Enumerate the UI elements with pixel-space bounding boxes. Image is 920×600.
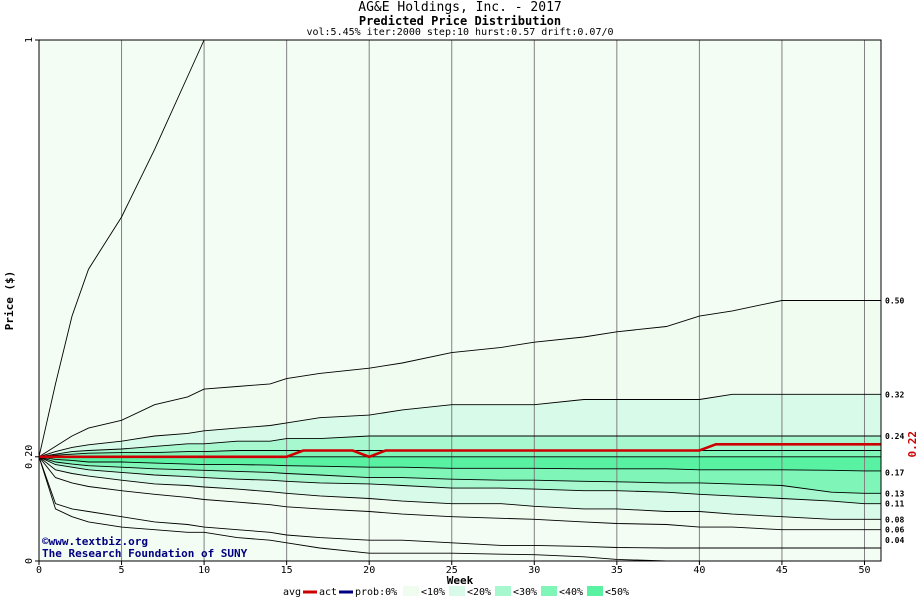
legend-band-swatch-1: [403, 586, 419, 596]
y-tick-label: 0: [24, 558, 35, 564]
x-axis-label: Week: [447, 574, 474, 587]
legend-act-label: act: [319, 587, 337, 598]
percentile-line-p90: [38, 393, 881, 458]
end-value-label: 0.24: [885, 432, 904, 441]
watermark-org: The Research Foundation of SUNY: [42, 547, 248, 560]
band-5: [39, 456, 881, 471]
actual-price-line: [39, 443, 881, 459]
x-tick-label: 30: [528, 565, 540, 576]
y-tick-label: 0.20: [24, 445, 35, 469]
x-tick-label: 50: [858, 565, 870, 576]
x-tick-label: 15: [281, 565, 293, 576]
end-value-label: 0.13: [885, 489, 904, 498]
legend-band-label: <50%: [605, 587, 629, 598]
current-price-label: 0.22: [906, 431, 919, 458]
end-value-label: 0.50: [885, 297, 904, 306]
x-tick-label: 20: [363, 565, 375, 576]
x-tick-label: 40: [693, 565, 705, 576]
legend-band-swatch-3: [495, 586, 511, 596]
simulation-params: vol:5.45% iter:2000 step:10 hurst:0.57 d…: [306, 27, 614, 38]
x-tick-label: 10: [198, 565, 210, 576]
legend-band-label: <30%: [513, 587, 537, 598]
x-tick-label: 35: [611, 565, 623, 576]
end-value-label: 0.32: [885, 390, 904, 399]
percentile-line-p5: [38, 456, 881, 531]
percentile-line-p99: [38, 39, 205, 457]
percentile-line-p85: [38, 435, 881, 458]
legend-band-label: <10%: [421, 587, 445, 598]
end-value-label: 0.08: [885, 515, 904, 524]
legend-band-swatch-2: [449, 586, 465, 596]
legend-band-swatch-5: [587, 586, 603, 596]
percentile-line-p20: [38, 456, 881, 494]
y-axis-label: Price ($): [3, 271, 16, 331]
end-value-label: 0.11: [885, 500, 904, 509]
legend-avg-label: avg: [283, 587, 301, 598]
legend-band-label: <20%: [467, 587, 491, 598]
percentile-line-p95: [38, 300, 881, 458]
watermark-url: ©www.textbiz.org: [42, 535, 148, 548]
legend-band-label: <40%: [559, 587, 583, 598]
chart-subtitle: Predicted Price Distribution: [358, 14, 562, 28]
x-tick-label: 5: [119, 565, 125, 576]
percentile-line-p25: [38, 456, 881, 472]
percentile-line-p15: [38, 456, 881, 505]
chart-title: AG&E Holdings, Inc. - 2017: [358, 0, 562, 15]
end-value-label: 0.17: [885, 468, 904, 477]
y-tick-label: 1: [24, 37, 35, 43]
x-tick-label: 25: [446, 565, 458, 576]
percentile-line-p10: [38, 456, 881, 520]
percentile-line-p1: [38, 456, 881, 549]
x-tick-label: 45: [776, 565, 788, 576]
legend-prob-label: prob:0%: [355, 587, 397, 598]
legend-band-swatch-4: [541, 586, 557, 596]
end-value-label: 0.04: [885, 536, 904, 545]
end-value-label: 0.06: [885, 526, 904, 535]
plot-frame: [38, 39, 882, 562]
x-tick-label: 0: [36, 565, 42, 576]
